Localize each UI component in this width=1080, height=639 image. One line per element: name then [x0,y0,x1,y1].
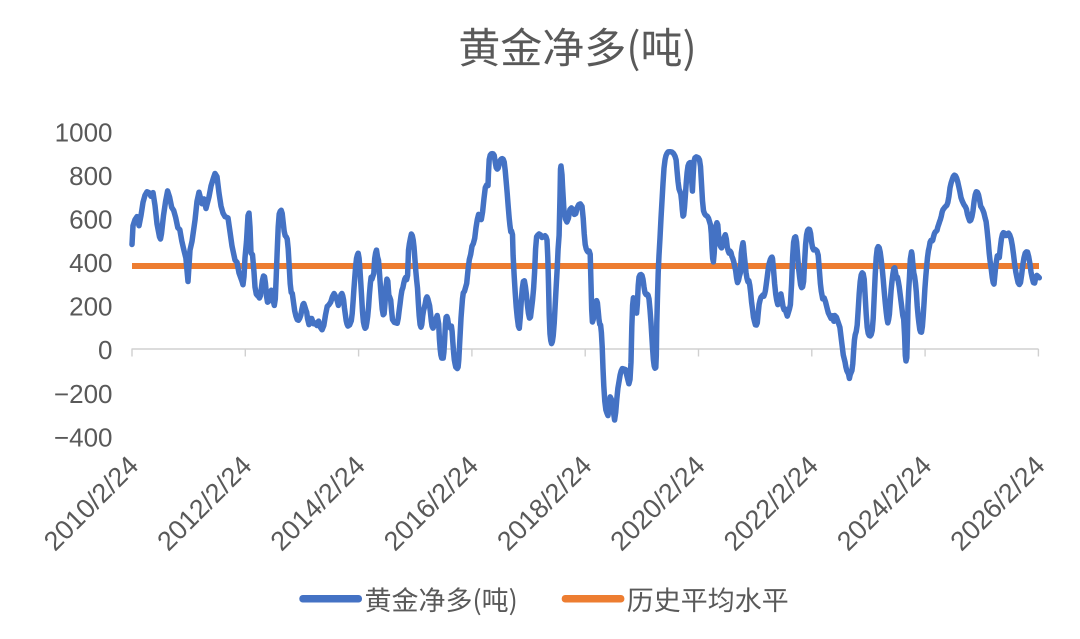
svg-text:0: 0 [98,335,112,365]
svg-text:400: 400 [69,248,112,278]
svg-text:200: 200 [69,292,112,322]
svg-text:800: 800 [69,161,112,191]
svg-text:1000: 1000 [55,117,113,147]
svg-text:600: 600 [69,205,112,235]
svg-text:−400: −400 [54,422,113,452]
svg-text:−200: −200 [54,379,113,409]
